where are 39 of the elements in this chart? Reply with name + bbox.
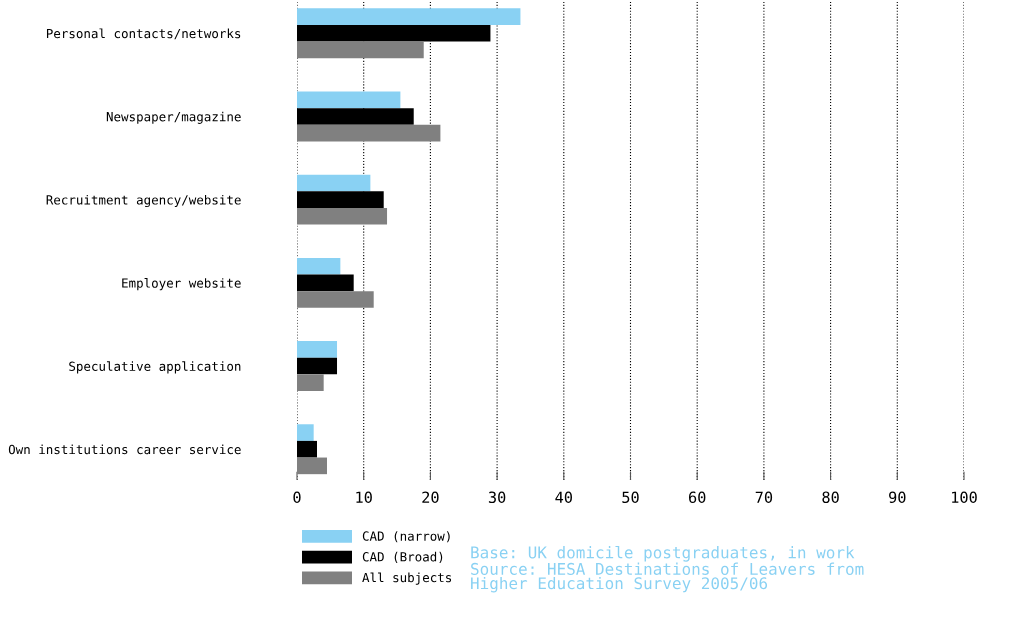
bar xyxy=(297,457,328,475)
x-tick-label: 40 xyxy=(555,491,573,504)
x-tick-label: 80 xyxy=(822,491,839,504)
x-tick-label: 0 xyxy=(293,491,301,504)
bar xyxy=(297,424,314,441)
source-note: Source: HESA Destinations of Leavers from Higher Education Survey 2005/06 xyxy=(471,562,864,593)
bar xyxy=(297,91,401,109)
y-tick-label: Recruitment agency/website xyxy=(46,194,241,208)
y-tick-label: Speculative application xyxy=(69,361,241,374)
legend-label: All subjects xyxy=(362,572,452,585)
bar xyxy=(297,124,441,142)
x-tick-label: 10 xyxy=(356,491,372,504)
y-tick-label: Employer website xyxy=(122,278,241,291)
x-tick-label: 90 xyxy=(889,491,906,504)
bar xyxy=(297,207,388,225)
y-tick-label: Own institutions career service xyxy=(8,444,241,455)
bar xyxy=(297,291,374,308)
x-tick-label: 30 xyxy=(488,491,506,504)
y-tick-label: Newspaper/magazine xyxy=(106,111,241,124)
bar xyxy=(297,174,371,192)
bar xyxy=(297,191,384,208)
legend-label: CAD (Broad) xyxy=(362,551,443,563)
x-tick-label: 100 xyxy=(952,491,977,504)
bar xyxy=(297,357,338,375)
bar xyxy=(297,257,341,275)
legend-label: CAD (narrow) xyxy=(362,531,450,543)
y-tick-label: Personal contacts/networks xyxy=(46,28,241,40)
bar xyxy=(297,274,354,292)
bar xyxy=(297,341,338,358)
x-tick-label: 20 xyxy=(422,491,439,504)
bar xyxy=(297,8,521,25)
bar xyxy=(297,41,424,59)
bar xyxy=(297,108,414,125)
text: Base: UK domicile postgraduates, in work xyxy=(471,546,855,562)
x-tick-label: 70 xyxy=(755,491,773,504)
bar xyxy=(297,440,318,458)
x-tick-label: 50 xyxy=(622,491,639,504)
x-tick-label: 60 xyxy=(689,491,706,504)
bar xyxy=(297,374,324,391)
